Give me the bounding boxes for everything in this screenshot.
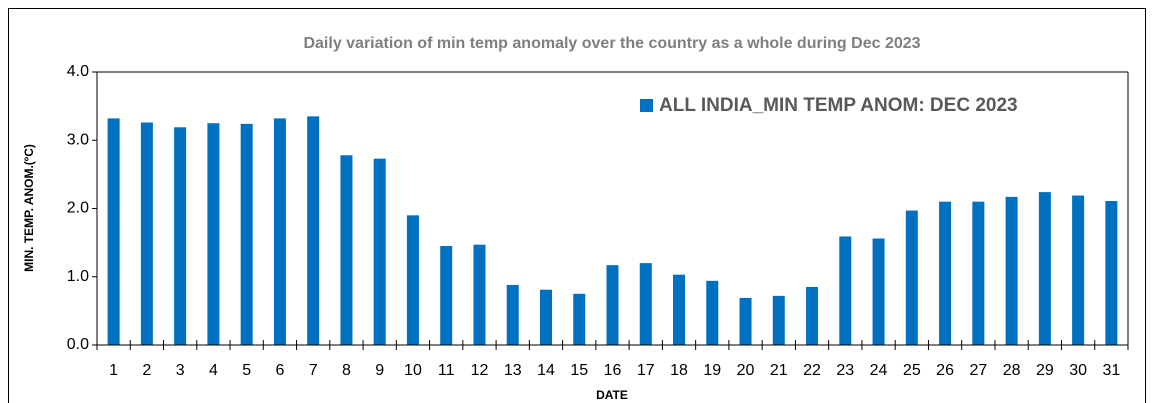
bar [872,238,885,345]
y-tick-label: 3.0 [67,131,89,148]
x-tick-label: 21 [770,362,788,379]
x-tick-label: 30 [1069,362,1087,379]
legend-label: ALL INDIA_MIN TEMP ANOM: DEC 2023 [659,95,1018,116]
bar [639,263,652,345]
bar [939,201,952,345]
bar [539,289,552,345]
x-tick-label: 25 [903,362,921,379]
bar [606,265,619,345]
bar [340,155,353,345]
bar [174,127,187,345]
bar [406,215,419,345]
x-tick-label: 14 [537,362,555,379]
x-tick-label: 27 [969,362,987,379]
x-tick-label: 8 [342,362,351,379]
x-tick-label: 10 [404,362,422,379]
bar [207,123,220,345]
y-axis-label: MIN. TEMP. ANOM.(ºC) [22,144,36,272]
x-tick-label: 5 [242,362,251,379]
bar [273,118,286,345]
y-tick-label: 2.0 [67,200,89,217]
x-tick-label: 23 [836,362,854,379]
bar [473,244,486,345]
bar [739,297,752,345]
bar [839,236,852,345]
x-tick-label: 6 [275,362,284,379]
y-tick-label: 4.0 [67,63,89,80]
x-tick-label: 3 [176,362,185,379]
chart-border [8,8,1146,403]
bar [1038,192,1051,345]
bar [972,201,985,345]
bar [706,280,719,345]
x-tick-label: 24 [870,362,888,379]
x-tick-label: 19 [703,362,721,379]
x-tick-label: 4 [209,362,218,379]
chart-title: Daily variation of min temp anomaly over… [303,35,920,52]
y-tick-label: 0.0 [67,336,89,353]
x-tick-label: 15 [570,362,588,379]
x-tick-label: 17 [637,362,655,379]
bar [1072,195,1085,345]
x-tick-label: 12 [471,362,489,379]
legend-swatch [640,99,653,112]
bar [373,158,386,345]
x-tick-label: 20 [737,362,755,379]
x-tick-label: 31 [1102,362,1120,379]
bar [1005,196,1018,345]
x-tick-label: 1 [109,362,118,379]
bar [1105,200,1118,345]
x-tick-label: 9 [375,362,384,379]
y-tick-label: 1.0 [67,268,89,285]
bar [307,116,320,345]
bar [905,210,918,345]
bar [107,118,120,345]
x-tick-label: 13 [504,362,522,379]
bar [506,284,519,345]
bar [240,123,253,346]
x-tick-label: 22 [803,362,821,379]
x-tick-label: 28 [1003,362,1021,379]
x-tick-label: 16 [604,362,622,379]
bar [673,274,686,345]
bar [140,122,153,345]
bar [772,295,785,345]
x-tick-label: 26 [936,362,954,379]
x-tick-label: 11 [438,362,455,379]
bar [440,246,453,345]
x-tick-label: 18 [670,362,688,379]
bar [573,293,586,345]
x-axis-label: DATE [596,388,628,402]
x-tick-label: 29 [1036,362,1054,379]
x-tick-label: 2 [142,362,151,379]
x-tick-label: 7 [309,362,318,379]
bar [806,286,819,345]
